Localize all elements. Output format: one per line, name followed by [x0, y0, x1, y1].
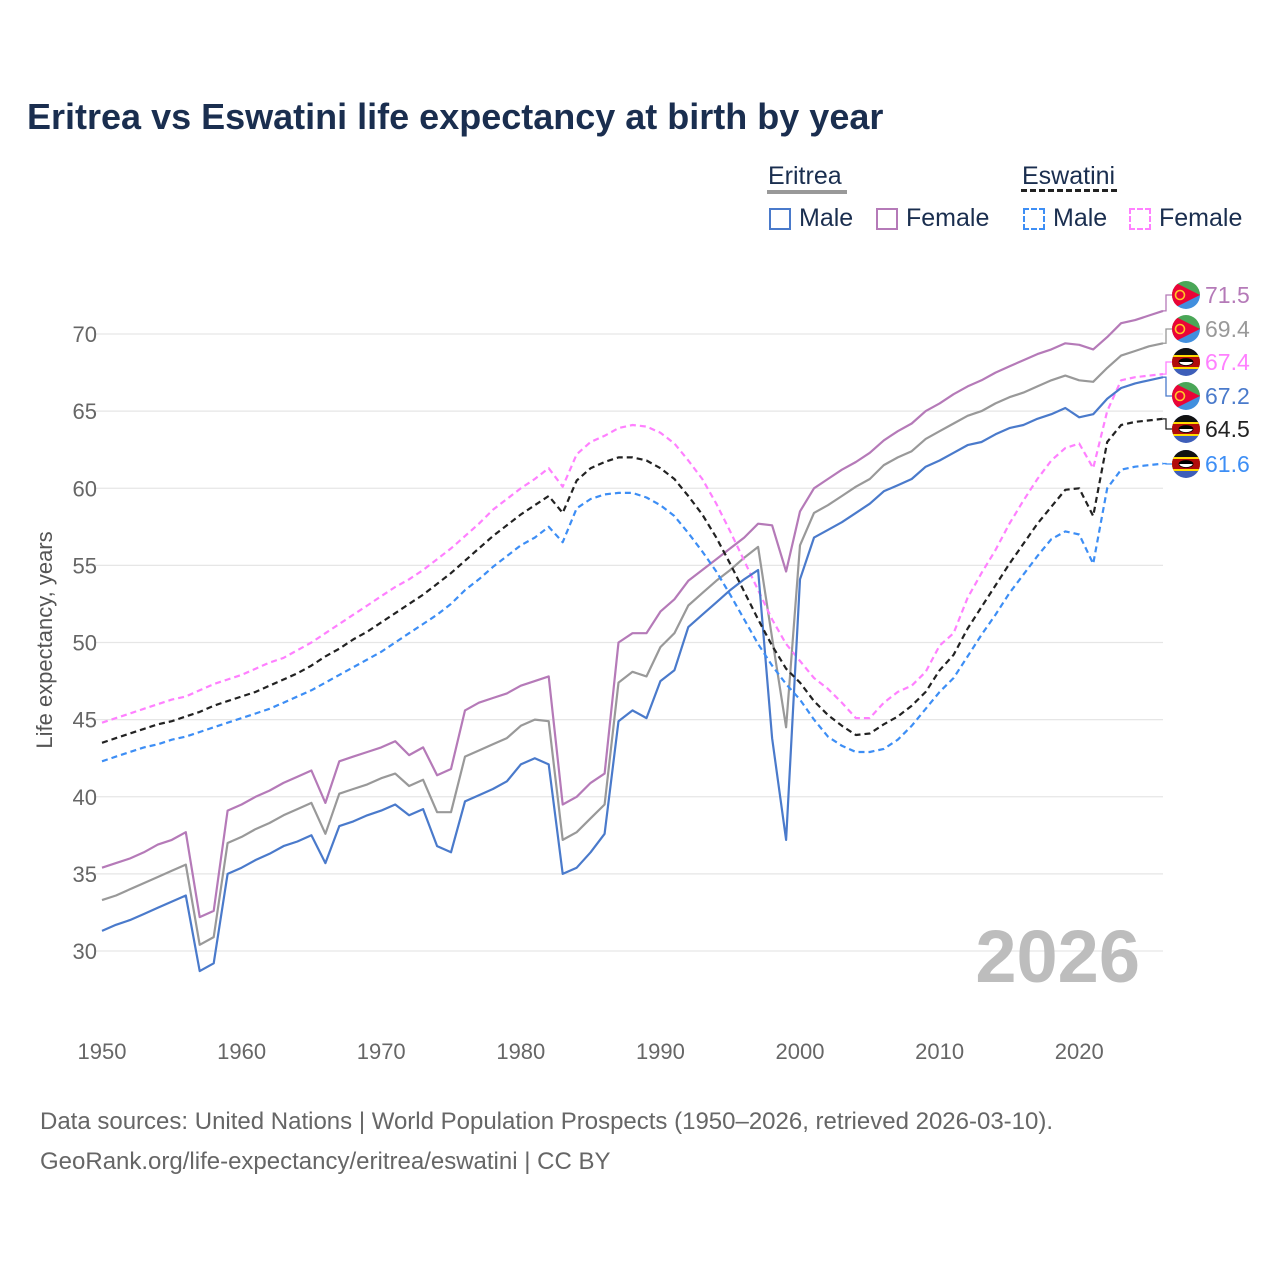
- y-tick-label: 30: [73, 939, 97, 964]
- legend-eswatini-male: Male: [1053, 204, 1108, 232]
- eswatini-flag-icon: [1172, 415, 1200, 443]
- x-tick-label: 1990: [636, 1039, 685, 1064]
- end-value-label: 69.4: [1205, 316, 1250, 342]
- end-label-connector: [1163, 418, 1173, 430]
- end-label-connector: [1163, 328, 1173, 344]
- y-tick-label: 70: [73, 322, 97, 347]
- x-tick-label: 2010: [915, 1039, 964, 1064]
- x-tick-label: 1950: [78, 1039, 127, 1064]
- x-tick-label: 1960: [217, 1039, 266, 1064]
- y-tick-label: 35: [73, 862, 97, 887]
- series-line-eswatini: [101, 417, 1164, 744]
- y-tick-label: 60: [73, 476, 97, 501]
- eritrea-flag-icon: [1172, 281, 1200, 309]
- end-value-label: 61.6: [1205, 451, 1250, 477]
- legend-group-eritrea: Eritrea: [768, 162, 842, 190]
- end-value-label: 64.5: [1205, 416, 1250, 442]
- x-tick-label: 1980: [496, 1039, 545, 1064]
- eritrea-flag-icon: [1172, 315, 1200, 343]
- legend-eritrea-line: [767, 190, 847, 194]
- series-line-eswatini-male: [101, 462, 1164, 763]
- legend-eritrea-male: Male: [799, 204, 854, 232]
- series-line-eswatini-female: [101, 373, 1164, 724]
- y-tick-label: 65: [73, 399, 97, 424]
- eritrea-flag-icon: [1172, 382, 1200, 410]
- legend-eswatini-line: [1021, 189, 1117, 192]
- x-tick-label: 2000: [776, 1039, 825, 1064]
- end-value-label: 71.5: [1205, 282, 1250, 308]
- eswatini-flag-icon: [1172, 450, 1200, 478]
- y-axis-label: Life expectancy, years: [32, 531, 57, 748]
- year-watermark: 2026: [975, 915, 1140, 998]
- footer-link[interactable]: GeoRank.org/life-expectancy/eritrea/eswa…: [40, 1148, 611, 1175]
- legend-eswatini-female-swatch: [1129, 208, 1151, 230]
- series-line-eritrea-female: [101, 309, 1164, 919]
- y-tick-label: 50: [73, 631, 97, 656]
- x-tick-label: 1970: [357, 1039, 406, 1064]
- end-value-label: 67.4: [1205, 349, 1250, 375]
- legend-group-eswatini: Eswatini: [1022, 162, 1116, 190]
- legend-eritrea-male-swatch: [769, 208, 791, 230]
- series-line-eritrea: [101, 342, 1164, 946]
- end-label-connector: [1163, 361, 1173, 375]
- end-label-connector: [1163, 376, 1173, 397]
- eswatini-flag-icon: [1172, 348, 1200, 376]
- y-tick-label: 40: [73, 785, 97, 810]
- legend-eswatini-female: Female: [1159, 204, 1243, 232]
- y-tick-label: 55: [73, 553, 97, 578]
- legend-eritrea-female-swatch: [876, 208, 898, 230]
- footer-sources: Data sources: United Nations | World Pop…: [40, 1108, 1054, 1135]
- chart-title: Eritrea vs Eswatini life expectancy at b…: [27, 96, 884, 137]
- y-tick-label: 45: [73, 708, 97, 733]
- legend-eritrea-female: Female: [906, 204, 990, 232]
- end-label-connector: [1163, 294, 1173, 312]
- x-tick-label: 2020: [1055, 1039, 1104, 1064]
- series-line-eritrea-male: [101, 376, 1164, 973]
- legend-eswatini-male-swatch: [1023, 208, 1045, 230]
- end-value-label: 67.2: [1205, 383, 1250, 409]
